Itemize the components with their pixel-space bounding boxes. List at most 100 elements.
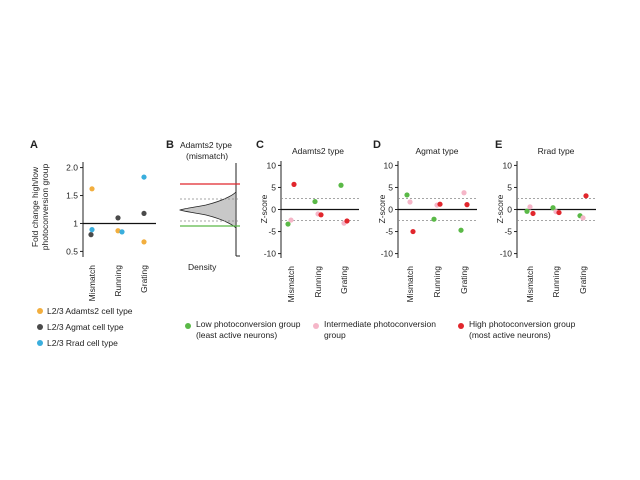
panel-letter-a: A — [30, 139, 38, 151]
panel-c-y-tick-label: 5 — [271, 182, 276, 192]
panel-c-point-low — [312, 198, 318, 205]
panel-d-point-intermediate — [461, 190, 467, 196]
panel-c-x-tick-label: Mismatch — [286, 266, 296, 303]
legend-label-high-line2: (most active neurons) — [469, 330, 551, 340]
legend-label-intermediate-line2: group — [324, 330, 346, 340]
panel-d-y-tick-label: -5 — [385, 227, 393, 237]
panel-d-y-tick-label: 0 — [388, 205, 393, 215]
panel-a-point-adamts2 — [141, 239, 147, 245]
legend-marker-rrad — [37, 340, 43, 346]
panel-c-y-tick-label: -5 — [268, 227, 276, 237]
legend-label-agmat: L2/3 Agmat cell type — [47, 322, 124, 332]
legend-marker-agmat — [37, 324, 43, 330]
panel-letter-e: E — [495, 139, 502, 151]
panel-c-point-high — [291, 181, 297, 187]
panel-d-point-low — [458, 227, 464, 233]
panel-c-plot: -10 -5 0 5 10 Mismatch Running Grating — [264, 160, 359, 302]
panel-e-y-tick-label: 0 — [507, 205, 512, 215]
panel-e-x-tick-label: Running — [551, 266, 561, 298]
panel-a: Fold change high/low photoconversion gro… — [30, 162, 156, 301]
panel-d-title: Agmat type — [416, 146, 459, 156]
panel-d-point-intermediate — [407, 199, 413, 205]
panel-c-title: Adamts2 type — [292, 146, 344, 156]
panel-b-title-line2: (mismatch) — [186, 151, 228, 161]
legend-marker-low — [185, 323, 191, 329]
panel-a-point-rrad — [141, 174, 147, 180]
panel-c-ylabel: Z-score — [259, 194, 269, 223]
panel-a-ylabel-line2: photoconversion group — [40, 163, 50, 250]
panel-d-point-high — [410, 228, 416, 235]
panel-letter-b: B — [166, 139, 174, 151]
panel-a-y-tick-label: 1 — [73, 218, 78, 228]
panel-c-point-high — [344, 218, 350, 224]
panel-e-y-tick-label: 5 — [507, 182, 512, 192]
legend-marker-high — [458, 323, 464, 329]
panel-a-point-adamts2 — [89, 186, 95, 192]
panel-e-title: Rrad type — [538, 146, 575, 156]
legend-marker-intermediate — [313, 323, 319, 329]
panel-c-point-low — [285, 221, 291, 227]
panel-d-point-low — [431, 216, 437, 222]
panel-d-point-high — [464, 202, 470, 208]
panel-c-point-high — [318, 212, 324, 218]
panel-d-y-tick-label: 10 — [384, 160, 394, 170]
panel-letter-c: C — [256, 139, 264, 151]
panel-a-point-agmat — [141, 210, 147, 217]
panel-c-point-low — [338, 182, 344, 188]
legend-label-low-line2: (least active neurons) — [196, 330, 277, 340]
panel-e-x-tick-label: Grating — [578, 266, 588, 294]
panel-c: Adamts2 type Z-score -10 -5 0 5 10 Mismatch Ru… — [259, 146, 359, 302]
panel-e-y-tick-label: -10 — [500, 249, 513, 259]
panel-d-x-tick-label: Mismatch — [405, 266, 415, 303]
panel-d-plot: -10 -5 0 5 10 Mismatch Running Grating — [381, 160, 477, 302]
legend-label-low-line1: Low photoconversion group — [196, 319, 301, 329]
panel-a-point-adamts2 — [115, 228, 121, 234]
panel-a-point-rrad — [119, 229, 125, 235]
legend-photoconversion-groups: Low photoconversion group (least active … — [185, 319, 576, 340]
panel-c-x-tick-label: Running — [313, 266, 323, 298]
panel-a-x-tick-label: Grating — [139, 265, 149, 293]
panel-a-ylabel-line1: Fold change high/low — [30, 166, 40, 247]
panel-a-x-tick-label: Running — [113, 265, 123, 297]
panel-d-y-tick-label: 5 — [388, 182, 393, 192]
panel-e-point-intermediate — [580, 215, 586, 221]
panel-a-y-tick-label: 2.0 — [66, 163, 78, 173]
panel-e-x-tick-label: Mismatch — [525, 266, 535, 303]
legend-label-high-line1: High photoconversion group — [469, 319, 576, 329]
panel-a-point-rrad — [89, 227, 95, 233]
panel-c-y-tick-label: 0 — [271, 205, 276, 215]
panel-b-title-line1: Adamts2 type — [180, 140, 232, 150]
panel-e-ylabel: Z-score — [495, 194, 505, 223]
legend-label-rrad: L2/3 Rrad cell type — [47, 338, 118, 348]
panel-d-x-tick-label: Grating — [459, 266, 469, 294]
panel-e-point-low — [550, 205, 556, 211]
panel-a-y-tick-label: 1.5 — [66, 191, 78, 201]
panel-b: Adamts2 type (mismatch) Density — [179, 140, 240, 272]
panel-a-point-agmat — [88, 232, 94, 238]
panel-e-y-tick-label: -5 — [504, 227, 512, 237]
panel-a-plot: 0.5 1 1.5 2.0 Mismatch Running Grating — [66, 162, 156, 301]
panel-d-point-low — [404, 192, 410, 198]
panel-a-y-tick-label: 0.5 — [66, 246, 78, 256]
panel-e-plot: -10 -5 0 5 10 Mismatch Running Grating — [500, 160, 596, 302]
density-curve — [179, 191, 237, 229]
legend-cell-types: L2/3 Adamts2 cell type L2/3 Agmat cell t… — [37, 306, 133, 348]
panel-b-xlabel: Density — [188, 262, 217, 272]
panel-a-point-agmat — [115, 215, 121, 221]
panel-e-y-tick-label: 10 — [503, 160, 513, 170]
panel-d-x-tick-label: Running — [432, 266, 442, 298]
panel-d: Agmat type Z-score -10 -5 0 5 10 Mismatch Runn… — [377, 146, 477, 302]
panel-e-point-intermediate — [527, 204, 533, 210]
panel-c-x-tick-label: Grating — [339, 266, 349, 294]
panel-d-point-high — [437, 201, 443, 207]
panel-e-point-low — [524, 208, 530, 214]
panel-e: Rrad type Z-score -10 -5 0 5 10 Mismatch Runni… — [495, 146, 596, 302]
panel-e-point-high — [530, 210, 536, 217]
panel-d-ylabel: Z-score — [377, 194, 387, 223]
legend-label-intermediate-line1: Intermediate photoconversion — [324, 319, 436, 329]
panel-c-y-tick-label: -10 — [264, 249, 277, 259]
panel-e-point-high — [583, 193, 589, 199]
legend-marker-adamts2 — [37, 308, 43, 314]
panel-letter-d: D — [373, 139, 381, 151]
